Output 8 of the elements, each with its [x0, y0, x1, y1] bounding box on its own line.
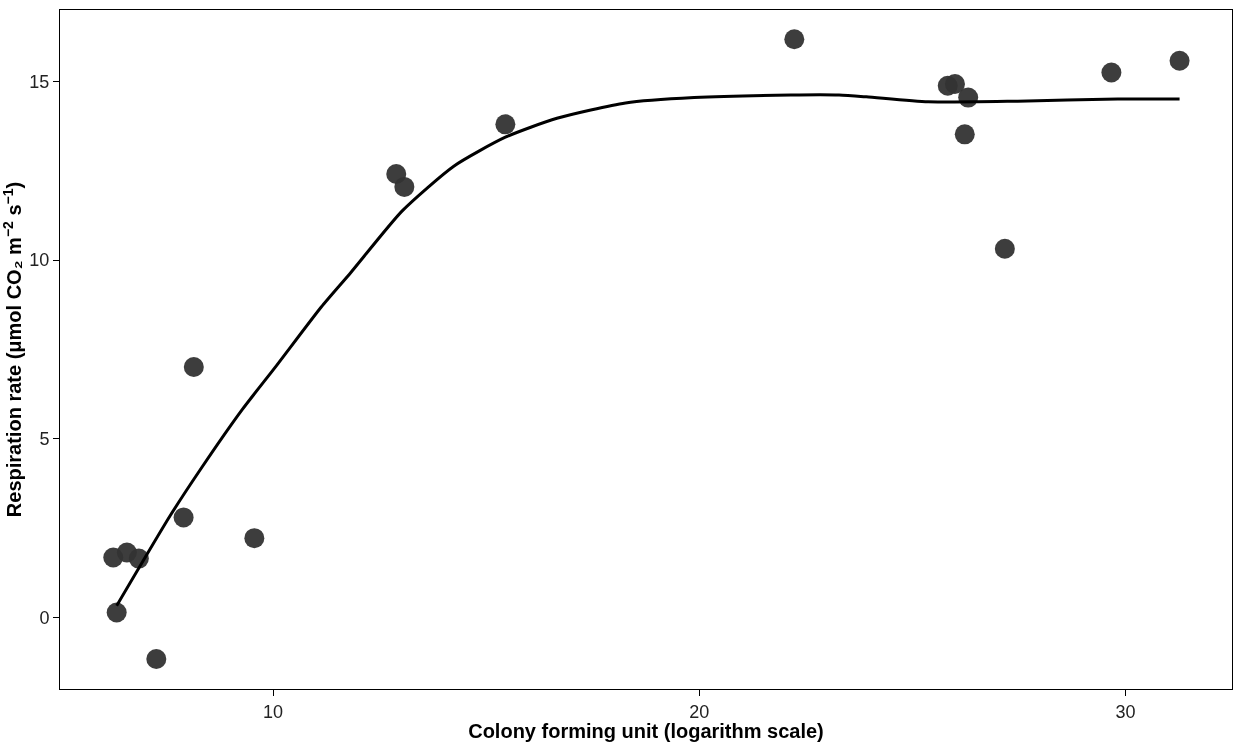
x-axis-title: Colony forming unit (logarithm scale)	[468, 720, 824, 742]
x-tick-label: 30	[1115, 701, 1136, 722]
x-tick-label: 20	[689, 701, 710, 722]
y-tick-label: 0	[39, 607, 50, 628]
x-tick-label: 10	[263, 701, 284, 722]
y-tick-label: 5	[39, 429, 50, 450]
y-tick-label: 15	[29, 71, 50, 92]
y-tick-label: 10	[29, 250, 50, 271]
